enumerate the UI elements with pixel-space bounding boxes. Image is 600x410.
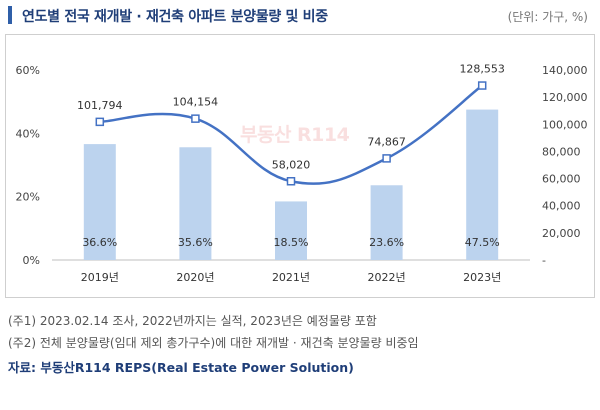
right-axis-tick-label: 120,000 — [542, 91, 588, 104]
bar — [466, 109, 499, 260]
line-value-label: 101,794 — [77, 99, 123, 112]
bar — [83, 144, 116, 260]
line-marker — [191, 114, 200, 123]
line-value-label: 104,154 — [173, 96, 219, 109]
line-marker — [95, 117, 105, 127]
watermark-logo: 부동산 R114 — [240, 124, 350, 146]
bar-value-label: 35.6% — [178, 236, 213, 249]
right-axis-tick-label: 100,000 — [542, 118, 588, 131]
right-axis-tick-label: 80,000 — [542, 145, 581, 158]
bar — [370, 185, 403, 260]
line-value-label: 58,020 — [272, 158, 311, 171]
left-axis-tick-label: 40% — [16, 127, 40, 140]
right-axis-tick-label: 140,000 — [542, 64, 588, 77]
line-marker — [382, 154, 391, 163]
right-axis-tick-label: 40,000 — [542, 200, 581, 213]
line-value-label: 74,867 — [367, 135, 406, 148]
left-axis-tick-label: 60% — [16, 64, 40, 77]
category-label: 2023년 — [463, 271, 501, 284]
title-bar: 연도별 전국 재개발 · 재건축 아파트 분양물량 및 비중 (단위: 가구, … — [0, 0, 600, 30]
line-marker — [286, 177, 296, 186]
chart: 0% 20% 40% 60% - 20,000 40,000 60,000 80,000 100,… — [16, 63, 588, 284]
bar-value-label: 36.6% — [82, 236, 117, 249]
line-marker — [477, 81, 487, 90]
notes-section: (주1) 2023.02.14 조사, 2022년까지는 실적, 2023년은 … — [8, 312, 593, 376]
title-accent-bar — [8, 6, 12, 24]
right-axis-tick-label: 60,000 — [542, 173, 581, 186]
left-axis-tick-label: 20% — [16, 191, 40, 204]
note-1: (주1) 2023.02.14 조사, 2022년까지는 실적, 2023년은 … — [8, 314, 377, 328]
line-value-label: 128,553 — [459, 63, 505, 76]
unit-label: (단위: 가구, %) — [507, 10, 588, 24]
bar-value-label: 47.5% — [465, 236, 500, 249]
category-label: 2020년 — [176, 271, 214, 284]
bar — [179, 147, 212, 260]
chart-frame — [5, 34, 595, 298]
bar — [275, 201, 307, 260]
category-label: 2021년 — [272, 271, 310, 284]
category-label: 2019년 — [81, 271, 119, 284]
note-2: (주2) 전체 분양물량(임대 제외 총가구수)에 대한 재개발 · 재건축 분… — [8, 336, 419, 350]
right-axis-tick-label: - — [542, 254, 546, 267]
right-axis-tick-label: 20,000 — [542, 227, 581, 240]
chart-title: 연도별 전국 재개발 · 재건축 아파트 분양물량 및 비중 — [22, 9, 328, 25]
bar-value-label: 23.6% — [369, 236, 404, 249]
bar-value-label: 18.5% — [274, 236, 309, 249]
category-label: 2022년 — [368, 271, 406, 284]
source-label: 자료: 부동산R114 REPS(Real Estate Power Solut… — [8, 360, 354, 375]
left-axis-tick-label: 0% — [23, 254, 40, 267]
